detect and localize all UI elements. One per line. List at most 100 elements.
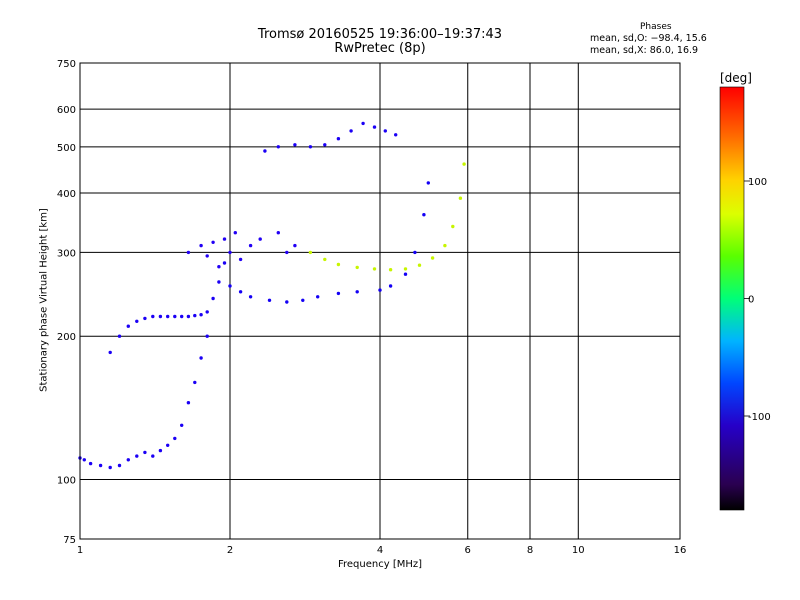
data-point — [211, 240, 215, 244]
phase-stats-header: Phases — [640, 22, 672, 32]
phase-stats-o-mode: mean, sd,O: −98.4, 15.6 — [590, 33, 707, 44]
x-tick-label: 8 — [527, 545, 533, 556]
data-point — [166, 314, 170, 319]
data-point — [151, 314, 155, 319]
colorbar-tick-label: 0 — [748, 295, 754, 306]
data-point — [186, 401, 191, 405]
data-point — [193, 380, 197, 385]
colorbar — [719, 86, 745, 511]
data-point — [361, 121, 365, 126]
data-point — [180, 314, 184, 319]
data-point — [88, 461, 93, 466]
data-point — [293, 243, 297, 248]
data-point — [98, 463, 103, 468]
colorbar-ticks: -100 0 100 — [744, 177, 771, 423]
plot-frame — [79, 62, 681, 540]
data-point — [199, 243, 203, 248]
data-point — [126, 324, 130, 328]
data-point — [217, 265, 221, 269]
data-point — [355, 265, 359, 270]
data-point — [186, 250, 191, 255]
data-point — [388, 284, 393, 288]
data-point — [166, 443, 170, 447]
data-point — [422, 213, 426, 217]
data-point — [205, 310, 209, 314]
data-point — [205, 254, 209, 258]
y-tick-label: 750 — [57, 59, 76, 70]
data-point — [430, 256, 435, 260]
data-point — [451, 224, 455, 229]
data-point — [458, 196, 463, 200]
data-point — [108, 465, 112, 470]
data-point — [143, 450, 147, 455]
data-point — [143, 316, 147, 321]
data-point — [267, 298, 272, 302]
y-axis-ticks: 75 100 200 300 400 500 600 750 — [57, 59, 76, 546]
data-point — [173, 436, 177, 441]
data-point — [403, 272, 408, 276]
data-point — [205, 334, 209, 338]
data-point — [158, 448, 163, 453]
data-point — [263, 149, 267, 153]
data-point — [336, 262, 341, 267]
data-point — [285, 300, 289, 304]
data-point — [336, 137, 341, 141]
data-point — [108, 350, 112, 355]
data-point — [248, 295, 253, 299]
x-tick-label: 2 — [227, 545, 233, 556]
data-point — [135, 319, 139, 323]
data-point — [248, 243, 253, 248]
data-point — [173, 314, 177, 319]
data-point — [308, 145, 313, 149]
x-tick-label: 1 — [77, 545, 83, 556]
data-point — [228, 250, 232, 255]
x-axis-ticks: 1 2 4 6 8 10 16 — [77, 545, 687, 556]
y-tick-label: 200 — [57, 332, 76, 343]
data-point — [413, 250, 417, 255]
data-point — [323, 257, 327, 262]
data-point — [301, 298, 305, 302]
data-point — [258, 237, 262, 241]
data-points — [78, 121, 466, 470]
x-tick-label: 4 — [377, 545, 383, 556]
data-point — [417, 263, 422, 267]
data-point — [308, 250, 313, 255]
data-point — [211, 296, 215, 301]
phase-stats-x-mode: mean, sd,X: 86.0, 16.9 — [590, 45, 699, 56]
data-point — [158, 314, 163, 319]
x-axis-label: Frequency [MHz] — [337, 559, 423, 570]
data-point — [336, 291, 341, 296]
data-point — [238, 290, 243, 294]
data-point — [228, 284, 232, 288]
y-tick-label: 500 — [57, 143, 76, 154]
data-point — [135, 454, 139, 458]
data-point — [403, 267, 408, 271]
data-point — [199, 356, 203, 360]
data-point — [199, 313, 203, 317]
data-point — [117, 334, 122, 338]
data-point — [222, 237, 227, 241]
colorbar-tick-label: -100 — [748, 412, 771, 423]
x-tick-label: 16 — [674, 545, 687, 556]
colorbar-label: [deg] — [720, 71, 752, 85]
data-point — [222, 261, 227, 265]
data-point — [378, 288, 382, 292]
chart-title: Tromsø 20160525 19:36:00–19:37:43 — [257, 27, 503, 42]
chart-subtitle: RwPretec (8p) — [334, 41, 426, 56]
data-point — [394, 133, 398, 137]
data-point — [276, 231, 280, 235]
x-tick-label: 10 — [572, 545, 585, 556]
data-point — [217, 280, 221, 284]
data-point — [372, 125, 377, 129]
y-tick-label: 100 — [57, 476, 76, 487]
data-point — [316, 295, 320, 299]
y-tick-label: 600 — [57, 105, 76, 116]
data-point — [388, 268, 393, 272]
data-point — [462, 162, 466, 166]
y-tick-label: 300 — [57, 248, 76, 259]
data-point — [323, 143, 327, 147]
data-point — [151, 454, 155, 458]
data-point — [238, 257, 243, 262]
data-point — [443, 243, 447, 248]
